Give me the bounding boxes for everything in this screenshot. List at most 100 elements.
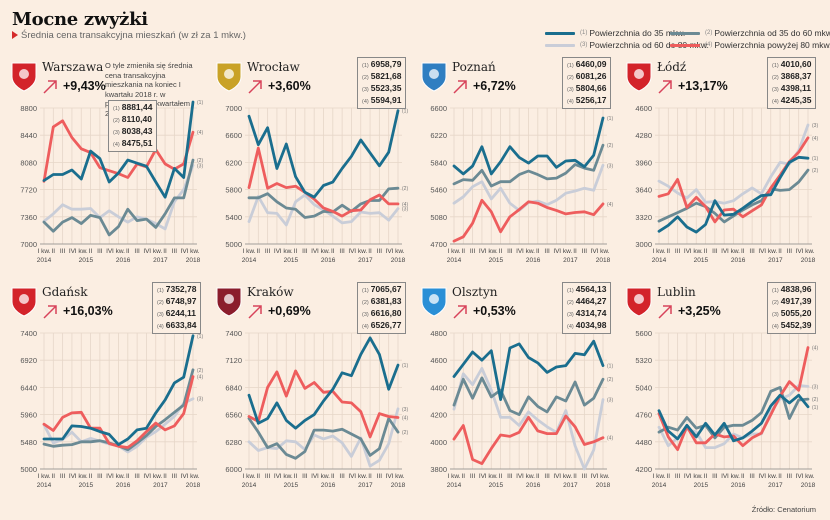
series-num: (3) (567, 87, 574, 93)
series-end-label: (4) (607, 436, 613, 442)
x-tick-label: IV (274, 248, 281, 255)
latest-value-row: (4) 6633,84 (157, 320, 196, 332)
y-tick-label: 5840 (430, 158, 447, 167)
x-tick-label: II (52, 248, 56, 255)
x-tick-label: IV (796, 248, 803, 255)
series-line-2 (657, 168, 810, 224)
series-num: (2) (567, 300, 574, 306)
x-year-label: 2016 (321, 482, 336, 489)
series-num: (2) (362, 300, 369, 306)
series-line-3 (247, 407, 400, 468)
latest-value: 8110,40 (121, 114, 152, 124)
x-tick-label: III (749, 248, 755, 255)
y-tick-label: 4280 (635, 131, 652, 140)
trend-up-arrow-icon (42, 79, 58, 95)
x-tick-label: I kw. (149, 473, 162, 480)
latest-value: 5821,68 (370, 71, 402, 81)
city-name: Poznań (452, 60, 496, 74)
latest-value-row: (4) 5594,91 (362, 95, 401, 107)
x-year-label: 2016 (321, 257, 336, 264)
series-line-1 (657, 155, 810, 234)
series-end-label: (2) (197, 158, 203, 164)
y-tick-label: 4400 (430, 383, 447, 392)
x-tick-label: III (377, 248, 383, 255)
latest-value-row: (2) 5821,68 (362, 71, 401, 83)
x-tick-label: I kw. (354, 248, 367, 255)
series-num: (1) (772, 288, 779, 294)
series-end-label: (2) (402, 186, 408, 192)
x-year-label: 2018 (186, 257, 201, 264)
series-line-4 (452, 198, 605, 243)
y-tick-label: 5000 (225, 240, 242, 249)
legend-num: (3) (580, 42, 588, 48)
trend-up-arrow-icon (657, 79, 673, 95)
x-tick-label: IV (553, 248, 560, 255)
x-year-label: 2017 (768, 257, 783, 264)
series-end-label: (4) (402, 416, 408, 422)
series-end-label: (2) (812, 168, 818, 174)
latest-value: 6244,11 (165, 308, 196, 318)
series-end-label: (2) (607, 143, 613, 149)
y-tick-label: 6600 (430, 104, 447, 113)
x-year-label: 2016 (731, 257, 746, 264)
x-tick-label: III (172, 473, 178, 480)
x-tick-label: I kw. (764, 248, 777, 255)
x-year-label: 2016 (526, 482, 541, 489)
latest-values-box: (1) 4838,96 (2) 4917,39 (3) 5055,20 (4) 5452,39 (767, 282, 817, 334)
x-tick-label: I kw. (764, 473, 777, 480)
series-end-label: (2) (607, 377, 613, 383)
series-line-4 (247, 146, 400, 218)
x-tick-label: II (331, 248, 335, 255)
source-note: Źródło: Cenatorium (751, 505, 816, 514)
series-end-label: (1) (607, 116, 613, 122)
latest-value-row: (1) 8881,44 (113, 102, 152, 114)
city-panel-lublin: Lublin +3,25% 4200 4480 4760 5040 5320 5600 I kw… (615, 280, 820, 505)
series-line-4 (657, 346, 810, 452)
latest-value: 6616,80 (370, 308, 402, 318)
series-end-label: (3) (402, 407, 408, 413)
latest-value-row: (3) 5055,20 (772, 308, 811, 320)
series-end-label: (2) (812, 397, 818, 403)
x-tick-label: IV (348, 248, 355, 255)
x-tick-label: III (60, 248, 66, 255)
series-end-label: (3) (197, 163, 203, 169)
x-year-label: 2015 (284, 257, 299, 264)
page-title: Mocne zwyżki (12, 9, 148, 30)
x-tick-label: II (499, 473, 503, 480)
series-end-label: (1) (812, 405, 818, 411)
y-tick-label: 7360 (20, 213, 37, 222)
x-year-label: 2016 (116, 257, 131, 264)
x-tick-label: IV (516, 473, 523, 480)
y-tick-label: 8080 (20, 158, 37, 167)
x-tick-label: II (52, 473, 56, 480)
city-crest-icon (625, 59, 653, 93)
change-percent: +9,43% (63, 79, 106, 93)
series-line-1 (247, 109, 400, 199)
city-crest-icon (420, 284, 448, 318)
latest-value: 3868,37 (780, 71, 812, 81)
latest-value-row: (4) 4245,35 (772, 95, 811, 107)
x-tick-label: I kw. (242, 248, 255, 255)
latest-value-row: (2) 4464,27 (567, 296, 606, 308)
x-year-label: 2014 (447, 482, 462, 489)
series-end-label: (3) (197, 397, 203, 403)
y-tick-label: 4600 (635, 104, 652, 113)
x-year-label: 2014 (652, 482, 667, 489)
latest-value-row: (3) 6244,11 (157, 308, 196, 320)
latest-value: 4564,13 (575, 284, 607, 294)
series-end-label: (1) (197, 334, 203, 340)
y-tick-label: 5320 (635, 356, 652, 365)
series-num: (2) (567, 75, 574, 81)
latest-values-box: (1) 4564,13 (2) 4464,27 (3) 4314,74 (4) 4034,98 (562, 282, 612, 334)
latest-value-row: (4) 4034,98 (567, 320, 606, 332)
latest-value-row: (3) 5523,35 (362, 83, 401, 95)
latest-value-row: (2) 8110,40 (113, 114, 152, 126)
series-line-2 (452, 143, 605, 188)
x-tick-label: I kw. (447, 473, 460, 480)
series-num: (1) (567, 63, 574, 69)
latest-value: 6748,97 (165, 296, 197, 306)
x-tick-label: III (302, 473, 308, 480)
trend-up-arrow-icon (247, 79, 263, 95)
latest-value-row: (1) 7352,78 (157, 284, 196, 296)
